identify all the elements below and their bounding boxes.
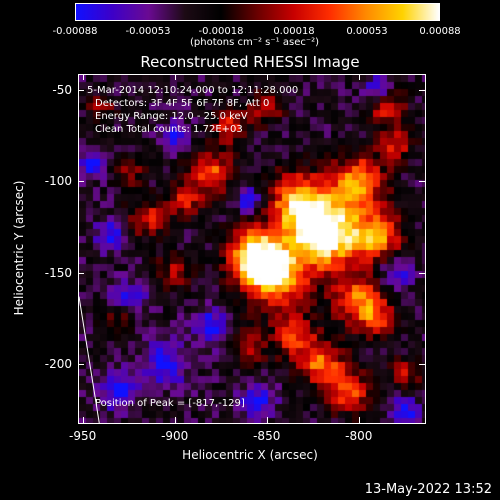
x-tick-label: -850 — [253, 429, 281, 443]
footer-timestamp: 13-May-2022 13:52 — [364, 482, 492, 497]
y-tick-label: -200 — [44, 357, 72, 372]
x-tick-mark — [358, 417, 360, 423]
x-tick-mark — [174, 74, 176, 80]
y-tick-mark — [78, 89, 84, 91]
plot-area: 5-Mar-2014 12:10:24.000 to 12:11:28.000 … — [78, 74, 426, 424]
colorbar-tick-label: -0.00018 — [198, 26, 244, 37]
annotation-peak-position: Position of Peak = [-817,-129] — [95, 398, 245, 409]
colorbar — [75, 3, 440, 21]
x-axis-label: Heliocentric X (arcsec) — [182, 448, 318, 462]
colorbar-tick-label: 0.00088 — [419, 26, 461, 37]
x-tick-label: -800 — [345, 429, 373, 443]
annotation-detectors: Detectors: 3F 4F 5F 6F 7F 8F, Att 0 — [95, 98, 270, 109]
colorbar-tick-label: 0.00018 — [273, 26, 315, 37]
y-tick-label: -50 — [52, 82, 72, 97]
plot-overlay — [79, 296, 100, 423]
y-tick-mark — [419, 364, 425, 366]
annotation-time-range: 5-Mar-2014 12:10:24.000 to 12:11:28.000 — [87, 85, 299, 96]
solar-limb-line — [79, 296, 100, 423]
colorbar-tick-label: -0.00088 — [52, 26, 98, 37]
chart-title: Reconstructed RHESSI Image — [140, 53, 360, 71]
heatmap-image — [79, 75, 425, 423]
colorbar-tick-label: -0.00053 — [125, 26, 171, 37]
x-tick-label: -950 — [69, 429, 97, 443]
colorbar-tick-label: 0.00053 — [346, 26, 388, 37]
x-tick-mark — [266, 417, 268, 423]
y-axis-label: Heliocentric Y (arcsec) — [12, 180, 26, 316]
y-tick-label: -100 — [44, 174, 72, 189]
x-tick-mark — [266, 74, 268, 80]
y-tick-mark — [419, 89, 425, 91]
annotation-clean-counts: Clean Total counts: 1.72E+03 — [95, 124, 243, 135]
y-tick-label: -150 — [44, 265, 72, 280]
x-tick-mark — [358, 74, 360, 80]
x-tick-mark — [174, 417, 176, 423]
x-tick-mark — [82, 417, 84, 423]
colorbar-units-label: (photons cm⁻² s⁻¹ asec⁻²) — [190, 37, 320, 48]
annotation-energy-range: Energy Range: 12.0 - 25.0 keV — [95, 111, 248, 122]
y-tick-mark — [419, 181, 425, 183]
y-tick-mark — [419, 272, 425, 274]
y-tick-mark — [78, 181, 84, 183]
y-tick-mark — [78, 364, 84, 366]
y-tick-mark — [78, 272, 84, 274]
x-tick-label: -900 — [161, 429, 189, 443]
x-tick-mark — [82, 74, 84, 80]
